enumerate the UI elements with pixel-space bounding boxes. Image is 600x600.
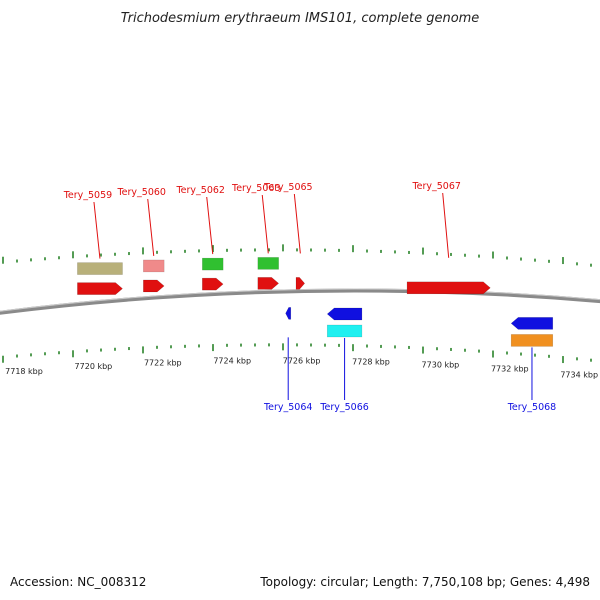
- scale-label: 7724 kbp: [213, 357, 251, 366]
- scale-label: 7726 kbp: [283, 356, 321, 365]
- gene-label-tery_5065[interactable]: Tery_5065: [263, 182, 313, 193]
- gene-label-tery_5067[interactable]: Tery_5067: [411, 181, 461, 192]
- genome-backbone: [0, 288, 600, 315]
- leader-line: [147, 198, 155, 256]
- gene-arrow-tery_5059[interactable]: [77, 282, 123, 295]
- scale-label: 7722 kbp: [144, 359, 182, 368]
- scale-label: 7718 kbp: [5, 367, 43, 376]
- gene-label-tery_5060[interactable]: Tery_5060: [116, 187, 166, 198]
- map-title: Trichodesmium erythraeum IMS101, complet…: [121, 11, 480, 26]
- cog-box-tery_5068: [510, 334, 554, 347]
- gene-label-tery_5064[interactable]: Tery_5064: [263, 402, 313, 413]
- gene-arrow-tery_5060[interactable]: [143, 279, 165, 293]
- gene-label-tery_5063[interactable]: Tery_5063: [231, 183, 281, 194]
- leader-line: [261, 194, 269, 254]
- cog-box-tery_5066: [326, 324, 363, 338]
- cog-box-tery_5063: [257, 257, 279, 270]
- cog-category-boxes: [77, 257, 554, 347]
- gene-arrow-tery_5063[interactable]: [257, 277, 280, 290]
- scale-labels: 7718 kbp 7720 kbp 7722 kbp 7724 kbp 7726 kbp…: [5, 356, 598, 379]
- gene-label-tery_5062[interactable]: Tery_5062: [175, 185, 225, 196]
- leader-line: [206, 196, 214, 255]
- upper-tick-ring: [2, 244, 592, 267]
- gene-label-tery_5059[interactable]: Tery_5059: [63, 190, 113, 201]
- gene-arrow-tery_5066[interactable]: [326, 307, 363, 321]
- cog-box-tery_5062: [202, 257, 224, 271]
- gene-label-tery_5068[interactable]: Tery_5068: [507, 402, 557, 413]
- leader-line: [442, 192, 450, 258]
- genome-info-text: Topology: circular; Length: 7,750,108 bp…: [260, 575, 590, 589]
- scale-label: 7734 kbp: [560, 371, 598, 380]
- gene-arrow-tery_5065[interactable]: [295, 277, 306, 290]
- gene-label-tery_5066[interactable]: Tery_5066: [319, 402, 369, 413]
- gene-features: [77, 277, 554, 330]
- accession-text: Accession: NC_008312: [10, 575, 147, 589]
- scale-label: 7732 kbp: [491, 365, 529, 374]
- scale-label: 7728 kbp: [352, 358, 390, 367]
- lower-tick-ring: [2, 343, 592, 364]
- scale-label: 7730 kbp: [422, 360, 460, 369]
- gene-arrow-tery_5067[interactable]: [406, 281, 491, 295]
- leader-line: [93, 201, 101, 259]
- leader-line: [293, 193, 301, 254]
- cog-box-tery_5059: [77, 262, 123, 275]
- gene-arrow-tery_5068[interactable]: [510, 317, 554, 330]
- gene-arrow-tery_5064[interactable]: [285, 307, 292, 320]
- gene-labels: Tery_5059 Tery_5060 Tery_5062 Tery_5063Tery…: [63, 181, 557, 413]
- scale-label: 7720 kbp: [75, 362, 113, 371]
- cog-box-tery_5060: [143, 259, 165, 273]
- gene-arrow-tery_5062[interactable]: [202, 277, 224, 291]
